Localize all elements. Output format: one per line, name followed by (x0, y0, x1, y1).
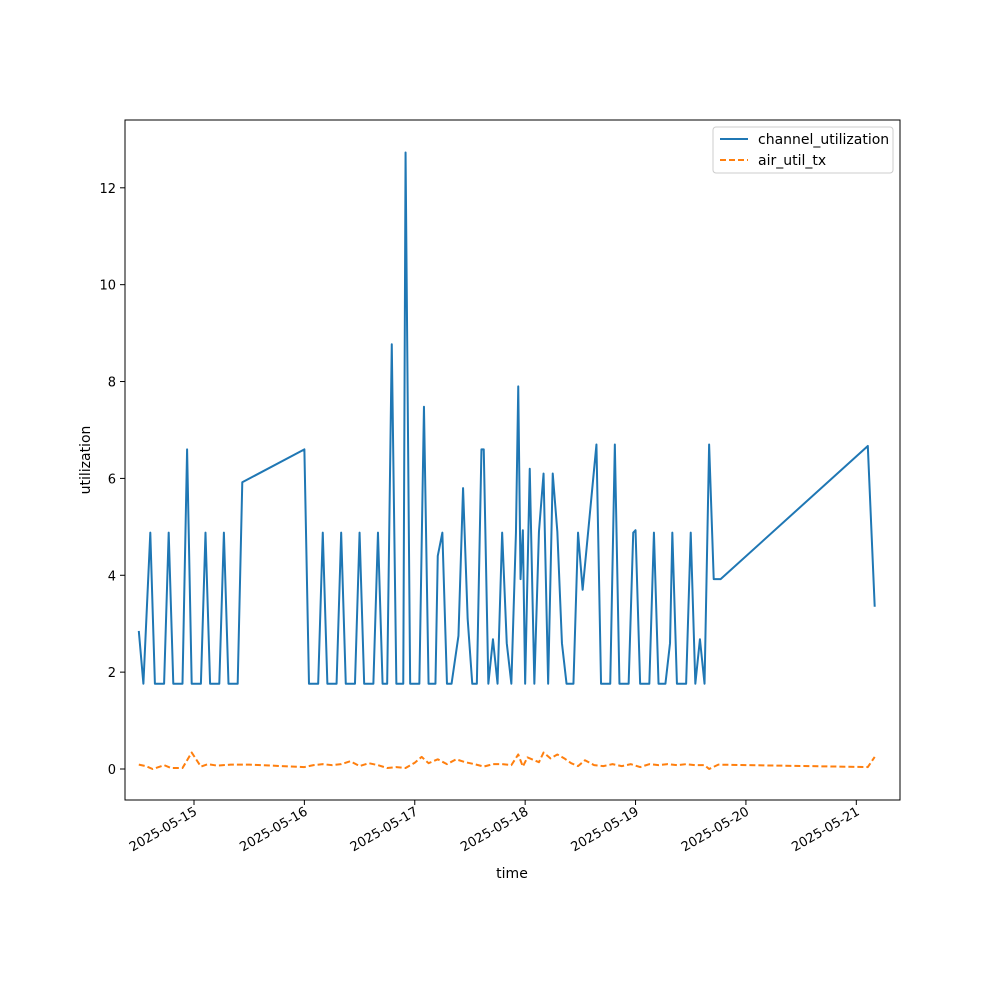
legend: channel_utilization air_util_tx (712, 126, 894, 174)
series-layer (137, 151, 876, 770)
y-tick-label: 2 (108, 666, 116, 681)
y-tick-label: 12 (99, 182, 116, 197)
x-tick-label: 2025-05-16 (237, 804, 310, 855)
series-line-air-util-tx (138, 751, 876, 770)
legend-box (712, 126, 894, 174)
series-line-channel-utilization (137, 151, 876, 685)
plot-frame (124, 119, 901, 801)
x-tick-label: 2025-05-17 (348, 804, 421, 855)
x-axis: 2025-05-15 2025-05-16 2025-05-17 2025-05-18… (127, 800, 862, 855)
legend-label-channel-utilization: channel_utilization (758, 132, 889, 148)
x-tick-label: 2025-05-21 (789, 804, 862, 855)
x-tick-label: 2025-05-18 (458, 804, 531, 855)
plot-area (124, 119, 901, 801)
x-tick-label: 2025-05-20 (679, 804, 752, 855)
y-tick-label: 10 (99, 279, 116, 294)
y-tick-label: 8 (108, 376, 116, 391)
x-tick-label: 2025-05-19 (569, 804, 642, 855)
y-axis-label: utilization (78, 426, 94, 495)
x-axis-label: time (496, 866, 528, 882)
y-tick-label: 4 (108, 569, 116, 584)
y-tick-label: 6 (108, 472, 116, 487)
y-axis: 0 2 4 6 8 10 12 (99, 182, 125, 778)
legend-label-air-util-tx: air_util_tx (758, 153, 826, 169)
y-tick-label: 0 (108, 763, 116, 778)
x-tick-label: 2025-05-15 (127, 804, 200, 855)
